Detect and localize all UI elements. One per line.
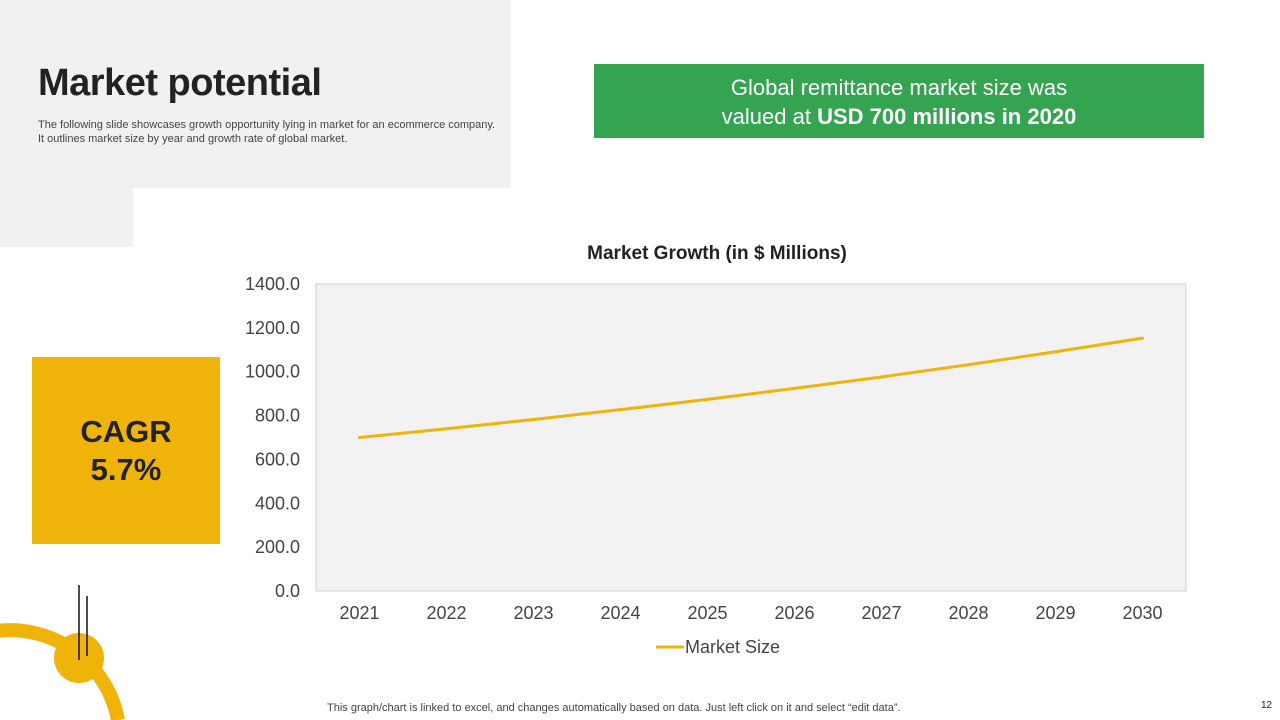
banner-highlight: USD 700 millions in 2020 [817, 104, 1077, 129]
cagr-value: 5.7% [90, 451, 162, 487]
footnote: This graph/chart is linked to excel, and… [327, 702, 901, 714]
data-point [358, 436, 361, 439]
page-number: 12 [1261, 700, 1273, 711]
data-point [967, 363, 970, 367]
data-point [619, 408, 622, 412]
y-tick-label: 1000.0 [245, 362, 300, 382]
page-title: Market potential [38, 62, 322, 104]
x-tick-label: 2021 [339, 603, 379, 623]
chart-title: Market Growth (in $ Millions) [587, 243, 847, 264]
decorative-circle-graphic [0, 585, 125, 720]
x-tick-label: 2030 [1122, 603, 1162, 623]
x-tick-label: 2025 [687, 603, 727, 623]
page-subtitle: The following slide showcases growth opp… [38, 119, 496, 145]
banner-line-2: valued at USD 700 millions in 2020 [594, 102, 1204, 131]
data-point [880, 375, 883, 379]
market-size-banner: Global remittance market size was valued… [594, 64, 1204, 138]
plot-area [315, 283, 1187, 592]
y-tick-label: 200.0 [255, 537, 300, 557]
data-point [706, 397, 709, 401]
data-point [532, 418, 535, 422]
legend-label: Market Size [685, 637, 780, 657]
x-tick-label: 2027 [861, 603, 901, 623]
y-tick-label: 1400.0 [245, 274, 300, 294]
series-line-market-size [359, 336, 1143, 439]
y-tick-label: 800.0 [255, 406, 300, 426]
header-background [0, 0, 511, 188]
data-point [445, 427, 448, 431]
x-tick-label: 2028 [948, 603, 988, 623]
header-background-extension [0, 188, 133, 247]
cagr-label: CAGR [80, 413, 172, 449]
x-tick-label: 2026 [774, 603, 814, 623]
y-tick-label: 0.0 [275, 581, 300, 601]
x-tick-label: 2022 [426, 603, 466, 623]
y-tick-label: 1200.0 [245, 318, 300, 338]
cagr-box: CAGR 5.7% [32, 357, 220, 544]
data-point [793, 386, 796, 390]
x-tick-label: 2029 [1035, 603, 1075, 623]
data-point [1054, 350, 1057, 354]
y-tick-label: 600.0 [255, 449, 300, 469]
data-point [1141, 336, 1144, 340]
y-tick-label: 400.0 [255, 493, 300, 513]
banner-prefix: valued at [721, 104, 818, 129]
x-tick-label: 2023 [513, 603, 553, 623]
legend: Market Size [656, 637, 780, 657]
banner-line-1: Global remittance market size was [730, 75, 1068, 100]
x-tick-label: 2024 [600, 603, 640, 623]
